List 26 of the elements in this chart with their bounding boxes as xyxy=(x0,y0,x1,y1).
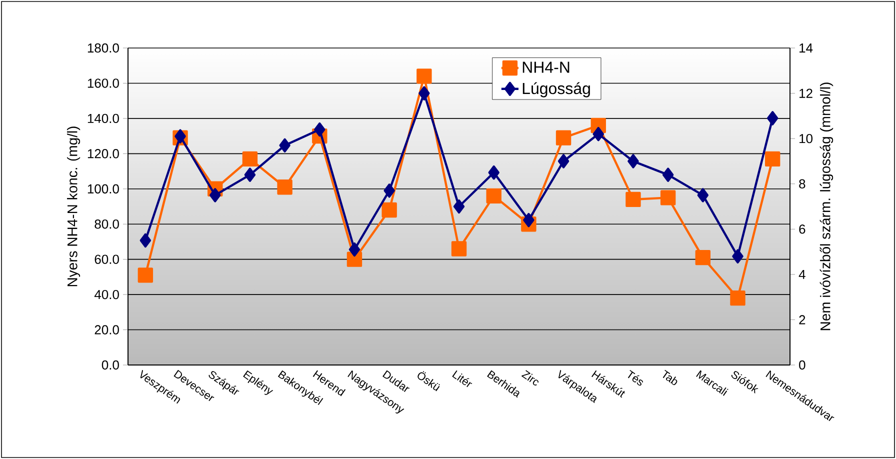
y-tick-label: 140.0 xyxy=(88,114,119,124)
y2-tick-label: 14 xyxy=(800,44,813,52)
x-tick-label: Litér xyxy=(452,370,472,388)
y2-tick-label: 0 xyxy=(799,360,806,370)
y-axis-title: Nyers NH4-N konc. (mg/l) xyxy=(67,126,80,286)
y2-axis-title: Nem ivóvízből szárm. lúgosság (mmol/l) xyxy=(820,82,834,330)
x-tick-label: Tab xyxy=(662,370,678,386)
y-tick-label: 120.0 xyxy=(88,149,119,158)
x-tick-label: Zirc xyxy=(521,370,538,386)
y2-tick-label: 2 xyxy=(799,315,806,324)
y-tick-label: 160.0 xyxy=(88,78,119,88)
y2-tick-label: 10 xyxy=(800,134,812,144)
y-tick-label: 60.0 xyxy=(94,254,119,264)
legend-label: NH4-N xyxy=(522,62,570,73)
y-tick-label: 180.0 xyxy=(88,43,119,53)
y2-tick-label: 12 xyxy=(800,88,812,98)
x-tick-label: Tés xyxy=(628,370,643,386)
y2-tick-label: 4 xyxy=(798,270,806,279)
y2-tick-label: 6 xyxy=(799,224,806,234)
y-tick-label: 20.0 xyxy=(94,325,119,334)
y-tick-label: 80.0 xyxy=(94,220,119,229)
y-tick-label: 0.0 xyxy=(102,360,119,370)
y-tick-label: 100.0 xyxy=(88,184,119,194)
legend-label: Lúgosság xyxy=(522,82,590,98)
y-tick-label: 40.0 xyxy=(94,290,119,300)
y2-tick-label: 8 xyxy=(799,179,806,188)
